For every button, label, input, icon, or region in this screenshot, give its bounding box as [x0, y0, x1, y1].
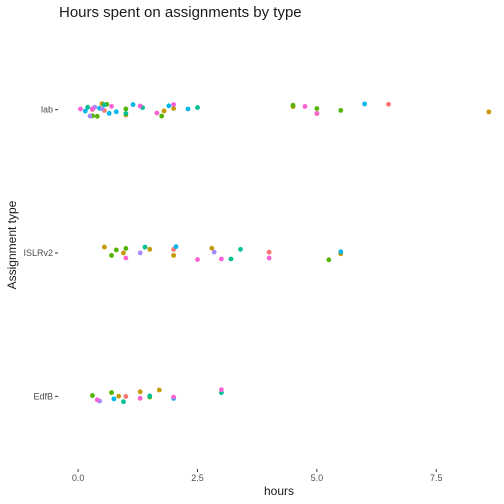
data-point [166, 103, 172, 109]
data-point [338, 249, 344, 255]
y-tick-label: lab [41, 105, 53, 115]
data-point [314, 106, 320, 111]
data-point [147, 393, 153, 399]
data-point [266, 249, 272, 255]
data-point [123, 245, 129, 251]
data-point [113, 247, 119, 253]
x-axis: 0.0 2.5 5.0 7.5 [72, 469, 443, 483]
data-point [123, 255, 129, 261]
data-point [90, 393, 95, 398]
data-point [486, 109, 492, 115]
data-point [111, 396, 117, 402]
data-point [228, 256, 234, 262]
data-point [90, 106, 95, 112]
data-point [109, 253, 114, 258]
data-point [218, 387, 224, 393]
data-point [137, 395, 143, 401]
data-point [173, 244, 179, 250]
data-point [386, 101, 391, 107]
data-point [137, 250, 143, 256]
data-point [113, 109, 119, 115]
data-point [123, 394, 129, 399]
data-point [338, 107, 344, 113]
data-point [290, 102, 296, 108]
data-point [185, 106, 191, 112]
data-point [123, 106, 129, 112]
y-axis: EdfB ISLRv2 lab [23, 105, 58, 401]
data-point [87, 113, 93, 119]
data-point [94, 113, 100, 119]
data-point [302, 104, 308, 109]
data-point [156, 387, 162, 393]
data-point [171, 253, 177, 258]
data-point [106, 110, 112, 116]
data-point [94, 397, 100, 403]
data-point [99, 106, 105, 112]
x-tick-label: 0.0 [72, 473, 85, 483]
data-point [85, 104, 91, 110]
data-point [101, 244, 107, 250]
data-point [123, 111, 129, 116]
data-point [159, 113, 165, 119]
data-point [130, 102, 136, 107]
data-point [121, 250, 126, 256]
data-point [121, 399, 126, 405]
data-point [142, 244, 148, 250]
data-point [147, 246, 153, 252]
data-point [195, 105, 200, 110]
data-point [78, 106, 83, 112]
x-tick-label: 2.5 [191, 473, 204, 483]
data-point [137, 103, 143, 109]
x-tick-label: 7.5 [430, 473, 443, 483]
data-point [209, 245, 215, 251]
y-tick-label: EdfB [33, 391, 53, 401]
data-point [82, 108, 88, 114]
data-point [266, 255, 272, 261]
y-tick-label: ISLRv2 [23, 248, 53, 258]
x-axis-label: hours [264, 484, 294, 498]
data-point [101, 102, 107, 108]
data-point [326, 257, 332, 263]
data-point [171, 106, 177, 111]
data-point [109, 390, 114, 395]
data-point [314, 110, 320, 116]
data-point [362, 101, 368, 107]
data-point [109, 103, 114, 109]
data-point [211, 249, 217, 255]
data-point [137, 389, 143, 395]
data-point [154, 110, 160, 116]
data-point [218, 256, 224, 262]
data-point [171, 102, 177, 107]
y-axis-label: Assignment type [5, 200, 19, 289]
chart-title: Hours spent on assignments by type [59, 4, 302, 21]
x-tick-label: 5.0 [311, 473, 324, 483]
data-point [161, 108, 167, 114]
data-point [116, 393, 122, 399]
data-point [195, 257, 200, 262]
data-points [78, 101, 492, 405]
data-point [171, 394, 177, 400]
data-point [238, 246, 243, 252]
